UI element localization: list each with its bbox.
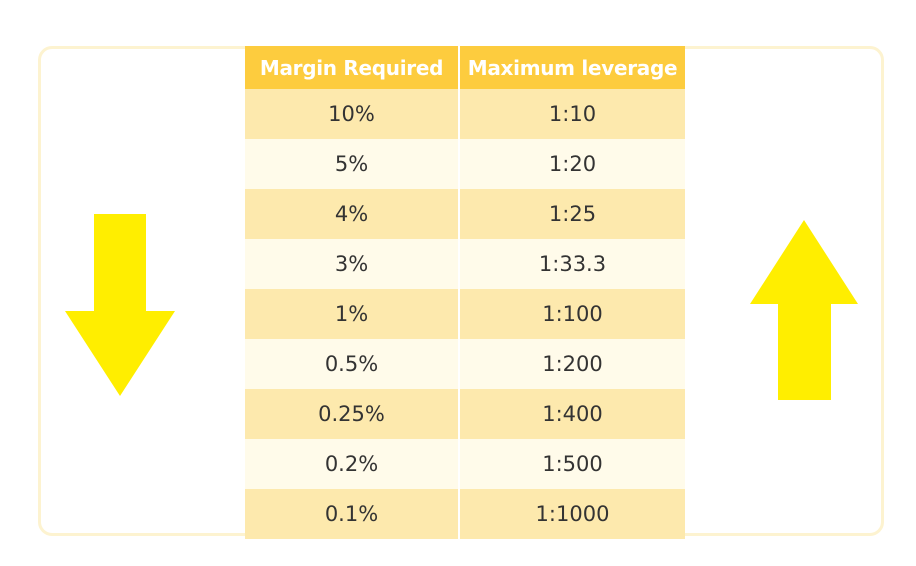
margin-cell: 10% [328, 102, 375, 126]
margin-cell: 0.1% [324, 502, 379, 526]
table-row: 5% 1:20 [245, 139, 685, 189]
leverage-cell: 1:33.3 [458, 239, 685, 289]
table-row: 0.25% 1:400 [245, 389, 685, 439]
margin-cell: 1% [334, 302, 369, 326]
margin-cell: 0.2% [324, 452, 379, 476]
table-row: 0.1% 1:1000 [245, 489, 685, 539]
margin-cell: 4% [334, 202, 369, 226]
table-header: Margin Required Maximum leverage [245, 46, 685, 89]
margin-cell: 0.5% [324, 352, 379, 376]
table-row: 0.2% 1:500 [245, 439, 685, 489]
leverage-cell: 1:500 [458, 439, 685, 489]
margin-leverage-table: Margin Required Maximum leverage 10% 1:1… [245, 46, 685, 539]
table-row: 0.5% 1:200 [245, 339, 685, 389]
leverage-cell: 1:400 [458, 389, 685, 439]
leverage-cell: 1:25 [458, 189, 685, 239]
table-row: 4% 1:25 [245, 189, 685, 239]
arrow-down-icon [65, 214, 175, 396]
arrow-up-icon [750, 220, 858, 400]
header-maximum-leverage: Maximum leverage [458, 46, 685, 89]
leverage-cell: 1:100 [458, 289, 685, 339]
leverage-cell: 1:200 [458, 339, 685, 389]
leverage-cell: 1:10 [458, 89, 685, 139]
margin-cell: 0.25% [318, 402, 385, 426]
table-row: 1% 1:100 [245, 289, 685, 339]
leverage-cell: 1:20 [458, 139, 685, 189]
table-row: 10% 1:10 [245, 89, 685, 139]
table-row: 3% 1:33.3 [245, 239, 685, 289]
margin-cell: 5% [334, 152, 369, 176]
leverage-cell: 1:1000 [458, 489, 685, 539]
margin-cell: 3% [334, 252, 369, 276]
header-margin-required: Margin Required [259, 55, 444, 80]
